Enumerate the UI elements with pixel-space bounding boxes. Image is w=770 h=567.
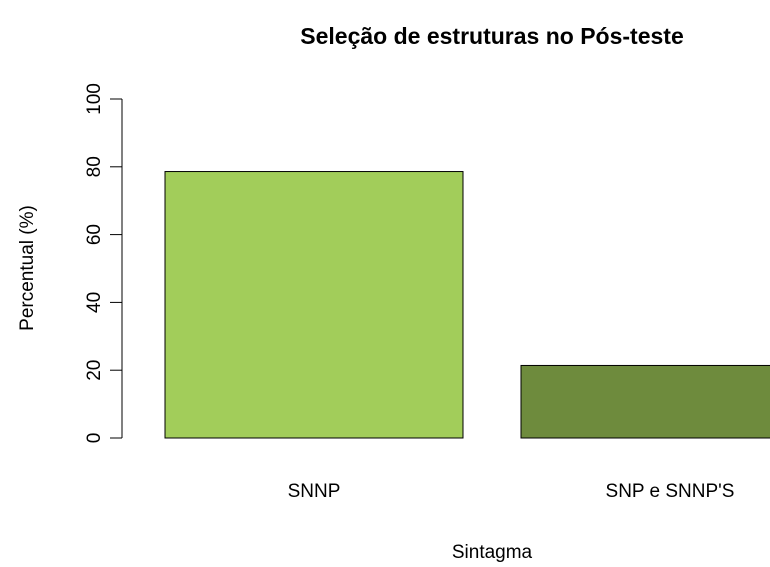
x-tick-label: SNP e SNNP'S [606,481,735,502]
y-tick-label: 20 [84,360,105,381]
bar [520,364,770,439]
bar [164,171,464,439]
y-tick-label: 80 [84,156,105,177]
y-tick-label: 0 [84,433,105,444]
y-axis-label: Percentual (%) [17,205,38,331]
chart-title: Seleção de estruturas no Pós-teste [300,23,683,49]
x-tick-label: SNNP [288,481,341,502]
y-tick-label: 40 [84,292,105,313]
y-tick-label: 60 [84,224,105,245]
x-axis-label: Sintagma [452,542,533,563]
y-tick-label: 100 [84,83,105,115]
